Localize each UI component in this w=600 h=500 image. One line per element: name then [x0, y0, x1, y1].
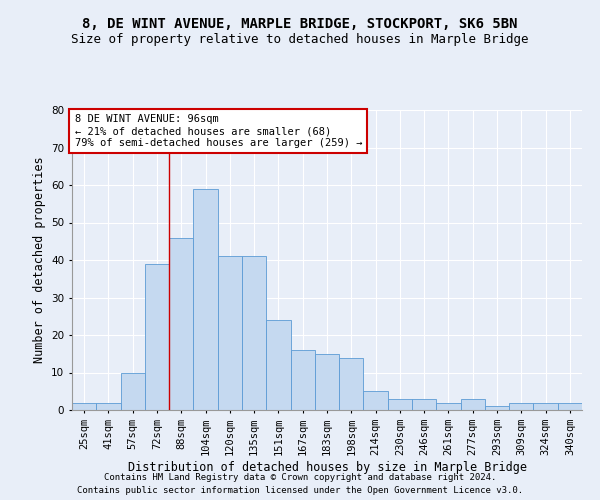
Bar — [461, 399, 485, 410]
Text: 8, DE WINT AVENUE, MARPLE BRIDGE, STOCKPORT, SK6 5BN: 8, DE WINT AVENUE, MARPLE BRIDGE, STOCKP… — [82, 18, 518, 32]
Bar — [436, 402, 461, 410]
Bar — [558, 402, 582, 410]
Bar — [145, 264, 169, 410]
Bar — [169, 238, 193, 410]
Text: Contains public sector information licensed under the Open Government Licence v3: Contains public sector information licen… — [77, 486, 523, 495]
Bar — [242, 256, 266, 410]
Text: Size of property relative to detached houses in Marple Bridge: Size of property relative to detached ho… — [71, 32, 529, 46]
Bar — [339, 358, 364, 410]
Bar — [193, 188, 218, 410]
Text: 8 DE WINT AVENUE: 96sqm
← 21% of detached houses are smaller (68)
79% of semi-de: 8 DE WINT AVENUE: 96sqm ← 21% of detache… — [74, 114, 362, 148]
Bar — [388, 399, 412, 410]
Bar — [315, 354, 339, 410]
Bar — [72, 402, 96, 410]
Bar — [364, 391, 388, 410]
Bar — [218, 256, 242, 410]
Y-axis label: Number of detached properties: Number of detached properties — [32, 156, 46, 364]
Bar — [509, 402, 533, 410]
X-axis label: Distribution of detached houses by size in Marple Bridge: Distribution of detached houses by size … — [128, 460, 527, 473]
Text: Contains HM Land Registry data © Crown copyright and database right 2024.: Contains HM Land Registry data © Crown c… — [104, 472, 496, 482]
Bar — [266, 320, 290, 410]
Bar — [412, 399, 436, 410]
Bar — [121, 372, 145, 410]
Bar — [485, 406, 509, 410]
Bar — [533, 402, 558, 410]
Bar — [96, 402, 121, 410]
Bar — [290, 350, 315, 410]
